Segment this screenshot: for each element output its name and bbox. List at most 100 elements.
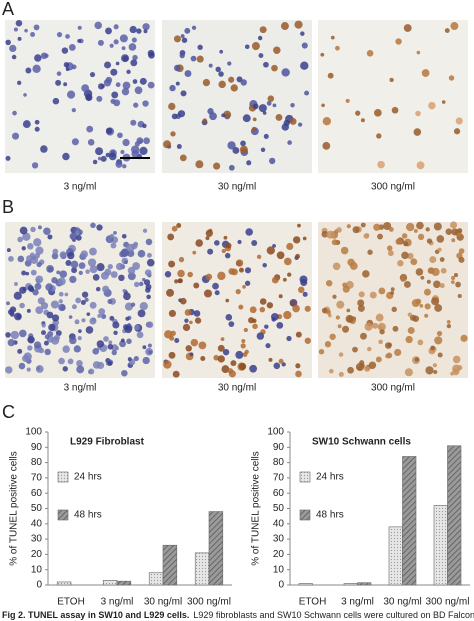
- cell: [110, 271, 118, 279]
- cell: [31, 162, 39, 169]
- cell: [179, 52, 185, 59]
- cell: [239, 145, 248, 154]
- cell: [48, 323, 56, 332]
- cell: [69, 336, 77, 345]
- cell: [410, 258, 418, 266]
- cell: [374, 109, 382, 117]
- cell: [278, 358, 284, 364]
- cell: [11, 54, 17, 60]
- legend-swatch: [299, 509, 311, 521]
- cell: [355, 110, 361, 116]
- cell: [377, 233, 383, 240]
- cell: [132, 262, 141, 270]
- cell: [113, 99, 121, 107]
- cell: [426, 238, 433, 244]
- cell: [44, 334, 50, 340]
- cell: [57, 277, 66, 286]
- y-tick-label: 80: [273, 457, 285, 468]
- cell: [33, 24, 40, 31]
- cell: [121, 54, 130, 63]
- cell: [223, 235, 228, 240]
- cell: [164, 271, 172, 278]
- cell: [134, 141, 141, 147]
- cell: [338, 352, 344, 357]
- cell: [96, 340, 105, 348]
- cell: [415, 110, 421, 117]
- cell: [7, 309, 14, 315]
- cell: [88, 368, 95, 375]
- cell: [169, 84, 176, 92]
- cell: [273, 362, 281, 370]
- cell: [130, 145, 140, 154]
- cell: [301, 42, 308, 49]
- cell: [439, 257, 445, 262]
- cell: [369, 291, 377, 299]
- cell: [445, 228, 453, 235]
- cell: [96, 263, 105, 272]
- cell: [121, 46, 126, 51]
- cell: [345, 314, 354, 323]
- image-caption: 300 ng/ml: [371, 182, 415, 193]
- cell: [70, 260, 79, 269]
- bar: [116, 580, 132, 586]
- cell: [43, 340, 49, 346]
- cell: [335, 45, 340, 51]
- cell: [144, 269, 152, 277]
- y-tick-label: 10: [273, 564, 285, 575]
- cell: [132, 54, 138, 61]
- cell: [102, 285, 110, 293]
- cell: [224, 252, 231, 259]
- cell: [238, 304, 244, 310]
- cell: [379, 329, 385, 335]
- cell: [101, 313, 107, 319]
- cell: [240, 343, 246, 349]
- cell: [137, 249, 146, 258]
- cell: [458, 248, 465, 254]
- cell: [324, 341, 332, 348]
- cell: [63, 62, 70, 68]
- cell: [421, 69, 430, 77]
- cell: [249, 364, 258, 373]
- cell: [17, 236, 23, 243]
- cell: [118, 274, 125, 282]
- cell: [5, 366, 13, 374]
- cell: [14, 281, 18, 286]
- cell: [429, 256, 437, 264]
- cell: [113, 39, 119, 45]
- cell: [281, 68, 290, 77]
- cell: [107, 361, 113, 366]
- cell: [386, 245, 393, 251]
- cell: [448, 75, 455, 81]
- cell: [362, 270, 370, 278]
- cell: [142, 123, 147, 129]
- figure-caption: Fig 2. TUNEL assay in SW10 and L929 cell…: [2, 610, 474, 620]
- cell: [266, 100, 272, 106]
- cell: [401, 233, 408, 239]
- y-tick-label: 80: [31, 457, 43, 468]
- cell: [139, 77, 147, 85]
- cell: [244, 267, 252, 274]
- cell: [55, 79, 62, 86]
- cell: [115, 160, 123, 168]
- cell: [346, 224, 351, 229]
- cell: [189, 320, 193, 325]
- cell: [52, 248, 59, 255]
- cell: [357, 304, 365, 312]
- cell: [304, 337, 311, 344]
- cell: [404, 368, 413, 377]
- cell: [105, 27, 112, 35]
- cell: [330, 35, 335, 40]
- cell: [276, 251, 285, 260]
- cell: [424, 313, 429, 318]
- cell: [259, 298, 267, 305]
- cell: [61, 47, 69, 54]
- cell: [90, 222, 96, 229]
- x-tick-label: 300 ng/ml: [426, 597, 470, 608]
- cell: [453, 128, 461, 135]
- cell: [436, 330, 443, 337]
- cell: [444, 28, 450, 33]
- cell: [240, 79, 247, 86]
- panel-label: A: [2, 0, 14, 19]
- cell: [34, 126, 40, 132]
